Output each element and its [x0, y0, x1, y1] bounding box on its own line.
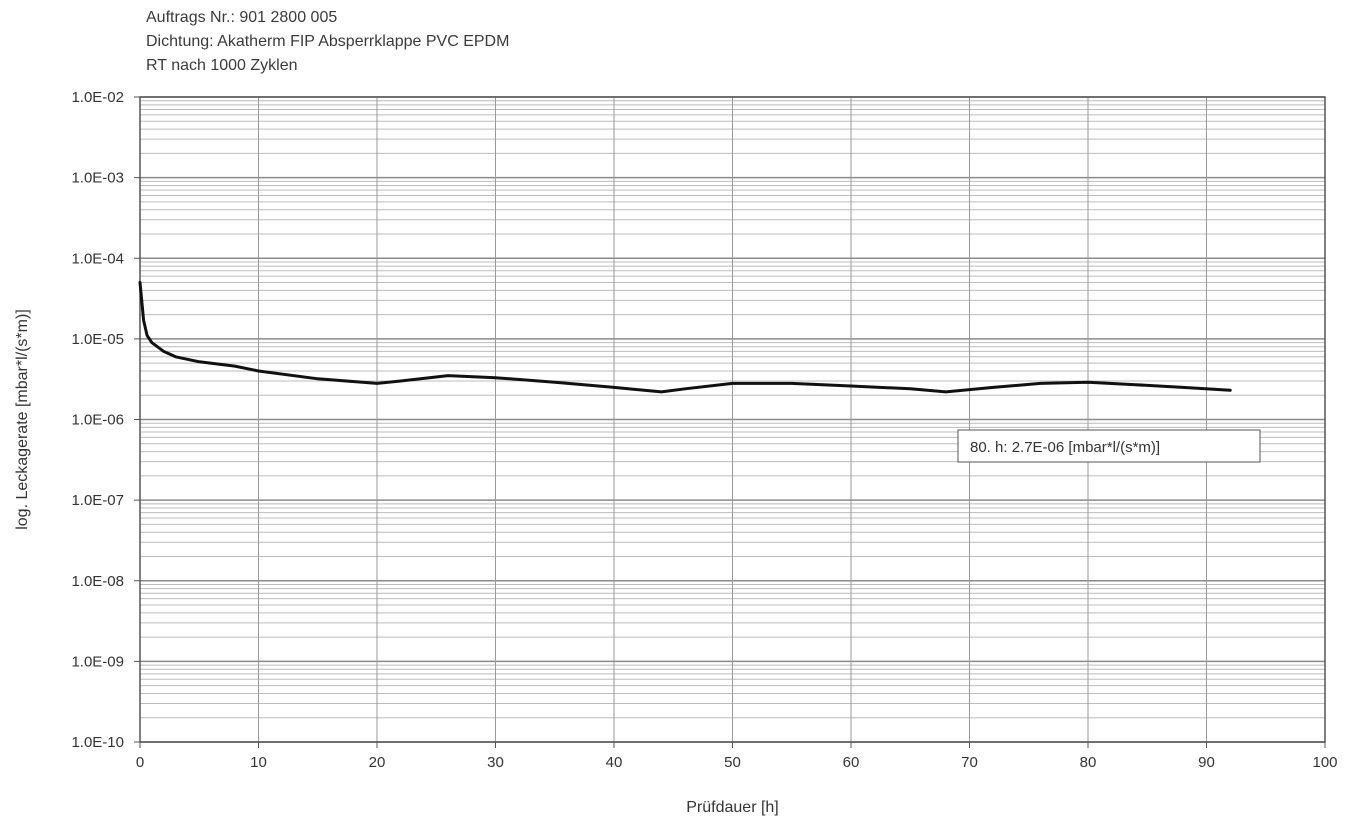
y-tick-label: 1.0E-03: [71, 170, 124, 187]
chart-grid: [139, 96, 1326, 743]
x-tick-label: 10: [250, 754, 267, 771]
x-tick-label: 90: [1198, 754, 1215, 771]
y-tick-label: 1.0E-05: [71, 331, 124, 348]
x-tick-label: 20: [369, 754, 386, 771]
y-tick-label: 1.0E-09: [71, 653, 124, 670]
x-axis-title: Prüfdauer [h]: [686, 799, 779, 816]
y-tick-label: 1.0E-02: [71, 89, 124, 106]
y-tick-label: 1.0E-07: [71, 492, 124, 509]
x-tick-label: 100: [1312, 754, 1337, 771]
y-tick-label: 1.0E-04: [71, 250, 124, 267]
x-tick-label: 50: [724, 754, 741, 771]
x-tick-label: 60: [843, 754, 860, 771]
x-tick-label: 30: [487, 754, 504, 771]
annotation-group: 80. h: 2.7E-06 [mbar*l/(s*m)]: [957, 429, 1261, 463]
y-axis-title: log. Leckagerate [mbar*l/(s*m)]: [14, 309, 31, 530]
series-group: [138, 281, 1232, 394]
y-tick-label: 1.0E-08: [71, 573, 124, 590]
x-tick-label: 70: [961, 754, 978, 771]
x-tick-label: 0: [136, 754, 144, 771]
annotation-label: 80. h: 2.7E-06 [mbar*l/(s*m)]: [970, 439, 1160, 456]
y-tick-label: 1.0E-10: [71, 734, 124, 751]
x-tick-label: 40: [606, 754, 623, 771]
annotation-box: [957, 429, 1261, 463]
series-line: [138, 281, 1232, 394]
x-tick-label: 80: [1080, 754, 1097, 771]
chart-header: Auftrags Nr.: 901 2800 005 Dichtung: Aka…: [146, 6, 509, 78]
y-tick-label: 1.0E-06: [71, 412, 124, 429]
axis-ticks: 0 10 20 30 40 50 60 70 80 90 100 1.0E-02 1.0E-03 1.0E…: [71, 89, 1337, 771]
test-condition: RT nach 1000 Zyklen: [146, 57, 298, 74]
order-number: Auftrags Nr.: 901 2800 005: [146, 9, 338, 26]
seal-description: Dichtung: Akatherm FIP Absperrklappe PVC…: [146, 33, 510, 50]
